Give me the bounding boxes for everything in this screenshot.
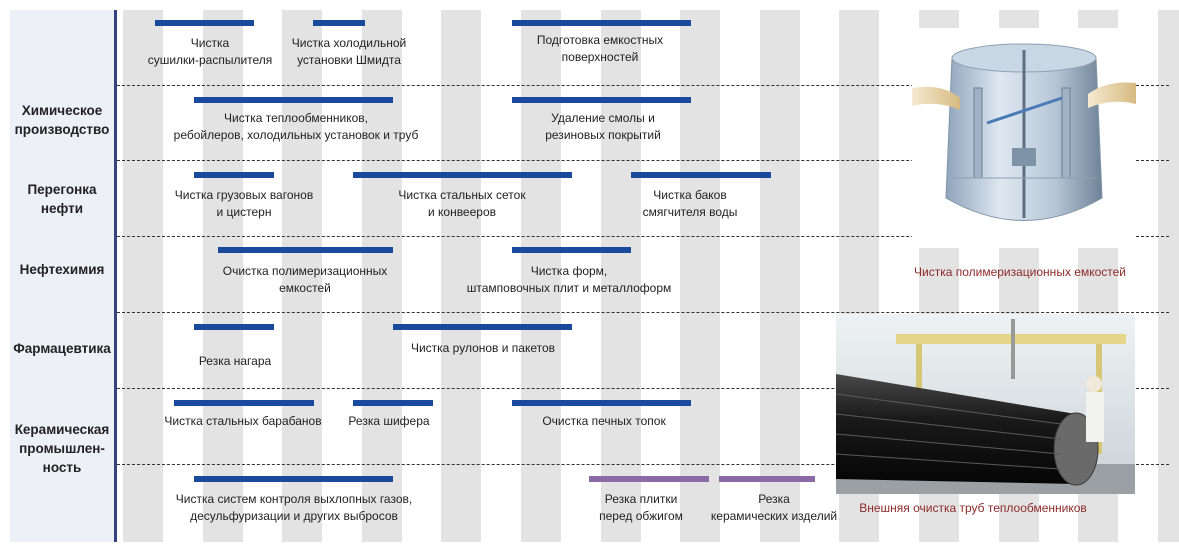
application-label: Подготовка емкостных поверхностей xyxy=(536,33,664,64)
stripe xyxy=(123,10,163,542)
row-divider xyxy=(117,85,1169,86)
application-bar xyxy=(353,400,433,406)
application-bar xyxy=(194,97,393,103)
application-label: Удаление смолы и резиновых покрытий xyxy=(545,111,661,142)
application-bar xyxy=(393,324,572,330)
application-bar xyxy=(512,97,691,103)
application-bar xyxy=(589,476,709,482)
category-chemical: Химическое производство xyxy=(14,103,110,137)
polymerization-vessel-photo xyxy=(912,28,1136,248)
application-label: Чистка сушилки-распылителя xyxy=(147,36,273,67)
application-bar xyxy=(512,20,691,26)
application-label: Резка нагара xyxy=(198,354,272,368)
stripe xyxy=(680,10,721,542)
application-label: Резка керамических изделий xyxy=(710,492,838,523)
application-label: Чистка форм, штамповочных плит и металло… xyxy=(466,264,672,295)
category-ceramics: Керамическая промышлен- ность xyxy=(14,422,110,475)
application-bar xyxy=(313,20,365,26)
sidebar-divider xyxy=(114,10,117,542)
row-divider xyxy=(117,236,1169,237)
application-bar xyxy=(512,247,631,253)
application-bar xyxy=(194,324,274,330)
application-bar xyxy=(218,247,393,253)
application-label: Чистка холодильной установки Шмидта xyxy=(291,36,407,67)
application-bar xyxy=(512,400,691,406)
application-bar xyxy=(155,20,254,26)
application-bar xyxy=(631,172,771,178)
industry-sidebar xyxy=(10,10,114,542)
row-divider xyxy=(117,388,1169,389)
application-bar xyxy=(719,476,815,482)
application-label: Чистка рулонов и пакетов xyxy=(410,341,556,355)
application-label: Резка плитки перед обжигом xyxy=(599,492,683,523)
row-divider xyxy=(117,160,1169,161)
application-label: Очистка полимеризационных емкостей xyxy=(222,264,388,295)
application-label: Чистка систем контроля выхлопных газов, … xyxy=(175,492,413,523)
application-label: Очистка печных топок xyxy=(542,414,666,428)
application-bar xyxy=(194,476,393,482)
photo-caption-vessel: Чистка полимеризационных емкостей xyxy=(914,265,1126,279)
application-bar xyxy=(353,172,572,178)
category-petrochemistry: Нефтехимия xyxy=(19,262,105,277)
application-label: Чистка теплообменников, ребойлеров, холо… xyxy=(173,111,419,142)
photo-caption-heat-exchanger: Внешняя очистка труб теплообменников xyxy=(859,501,1087,515)
application-label: Чистка грузовых вагонов и цистерн xyxy=(174,188,314,219)
application-label: Чистка баков смягчителя воды xyxy=(642,188,738,219)
stripe xyxy=(441,10,482,542)
application-label: Резка шифера xyxy=(348,414,430,428)
row-divider xyxy=(117,312,1169,313)
application-bar xyxy=(194,172,274,178)
heat-exchanger-photo xyxy=(836,314,1135,494)
application-bar xyxy=(174,400,314,406)
row-divider xyxy=(117,464,1169,465)
application-label: Чистка стальных сеток и конвееров xyxy=(398,188,526,219)
stripe xyxy=(1157,10,1179,542)
stripe xyxy=(759,10,800,542)
category-pharmaceutics: Фармацевтика xyxy=(13,341,111,356)
polymerization-vessel-image xyxy=(912,28,1136,248)
category-oil-refining: Перегонка нефти xyxy=(27,182,97,216)
heat-exchanger-tubes-image xyxy=(836,314,1135,494)
application-label: Чистка стальных барабанов xyxy=(164,414,322,428)
